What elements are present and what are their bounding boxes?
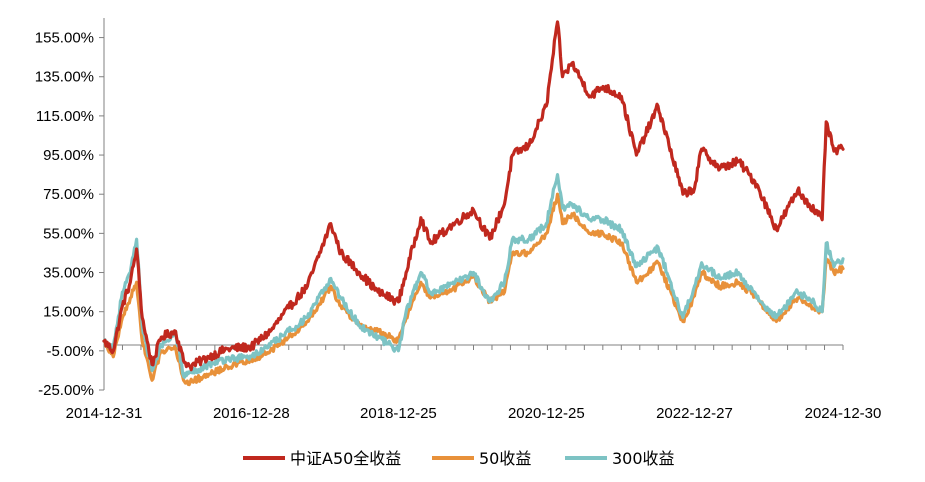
y-tick-label: -5.00% xyxy=(46,343,94,360)
y-tick-label: 75.00% xyxy=(43,186,94,203)
x-tick-label: 2014-12-31 xyxy=(66,405,143,422)
y-tick-label: 15.00% xyxy=(43,304,94,321)
legend-label: 300收益 xyxy=(612,449,675,468)
x-tick-label: 2022-12-27 xyxy=(656,405,733,422)
y-tick-label: 135.00% xyxy=(35,69,94,86)
series-line xyxy=(102,20,845,372)
y-axis: 155.00% 135.00% 115.00% 95.00% 75.00% 55.00% 3… xyxy=(35,18,105,399)
y-tick-label: 55.00% xyxy=(43,225,94,242)
x-tick-label: 2016-12-28 xyxy=(213,405,290,422)
x-tick-label: 2024-12-30 xyxy=(805,405,882,422)
plot-area xyxy=(102,20,845,387)
legend-label: 50收益 xyxy=(479,449,531,468)
y-tick-label: 35.00% xyxy=(43,265,94,282)
series-line xyxy=(102,173,845,379)
x-axis: 2014-12-31 2016-12-28 2018-12-25 2020-12-25… xyxy=(66,344,882,422)
x-tick-label: 2020-12-25 xyxy=(508,405,585,422)
legend-label: 中证A50全收益 xyxy=(290,449,401,468)
x-tick-label: 2018-12-25 xyxy=(360,405,437,422)
y-tick-label: -25.00% xyxy=(38,382,94,399)
y-tick-label: 95.00% xyxy=(43,147,94,164)
legend: 中证A50全收益 50收益 300收益 xyxy=(243,449,675,468)
y-tick-label: 155.00% xyxy=(35,30,94,47)
y-tick-label: 115.00% xyxy=(36,108,94,125)
